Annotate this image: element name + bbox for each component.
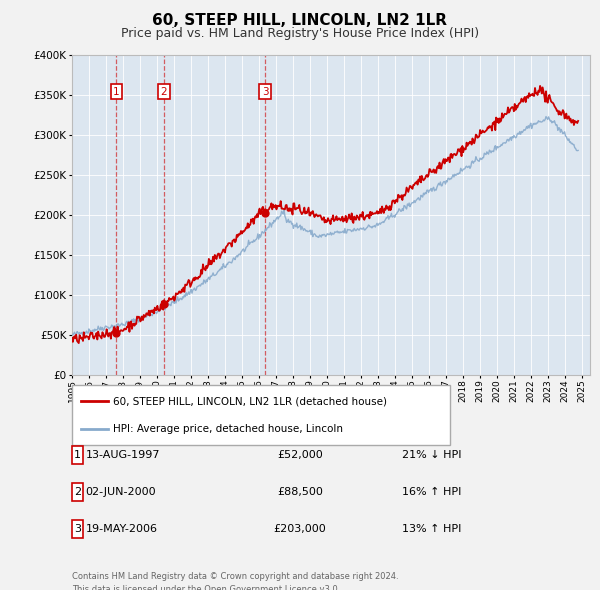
Text: 2: 2 bbox=[161, 87, 167, 97]
Text: Contains HM Land Registry data © Crown copyright and database right 2024.
This d: Contains HM Land Registry data © Crown c… bbox=[72, 572, 398, 590]
Text: 2: 2 bbox=[74, 487, 81, 497]
Text: 60, STEEP HILL, LINCOLN, LN2 1LR (detached house): 60, STEEP HILL, LINCOLN, LN2 1LR (detach… bbox=[113, 396, 387, 406]
Text: 21% ↓ HPI: 21% ↓ HPI bbox=[402, 450, 461, 460]
Text: 1: 1 bbox=[74, 450, 81, 460]
Text: 13% ↑ HPI: 13% ↑ HPI bbox=[402, 524, 461, 534]
Text: 3: 3 bbox=[74, 524, 81, 534]
Text: 3: 3 bbox=[262, 87, 269, 97]
Text: HPI: Average price, detached house, Lincoln: HPI: Average price, detached house, Linc… bbox=[113, 424, 343, 434]
Text: 1: 1 bbox=[113, 87, 120, 97]
Text: £88,500: £88,500 bbox=[277, 487, 323, 497]
Text: 02-JUN-2000: 02-JUN-2000 bbox=[85, 487, 156, 497]
Text: £203,000: £203,000 bbox=[274, 524, 326, 534]
Text: 60, STEEP HILL, LINCOLN, LN2 1LR: 60, STEEP HILL, LINCOLN, LN2 1LR bbox=[152, 13, 448, 28]
Text: £52,000: £52,000 bbox=[277, 450, 323, 460]
Text: 13-AUG-1997: 13-AUG-1997 bbox=[85, 450, 160, 460]
Text: Price paid vs. HM Land Registry's House Price Index (HPI): Price paid vs. HM Land Registry's House … bbox=[121, 27, 479, 40]
Text: 16% ↑ HPI: 16% ↑ HPI bbox=[402, 487, 461, 497]
Text: 19-MAY-2006: 19-MAY-2006 bbox=[85, 524, 157, 534]
